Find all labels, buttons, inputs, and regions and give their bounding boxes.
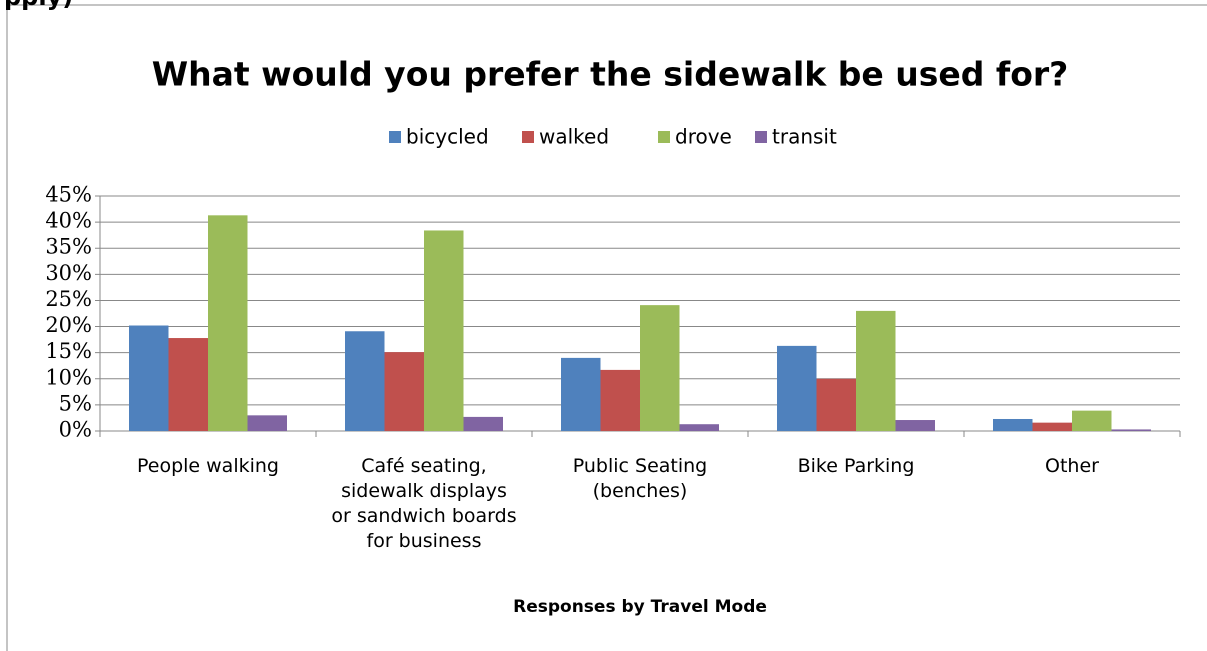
chart-border <box>6 4 1207 651</box>
x-tick-label: Café seating, sidewalk displays or sandw… <box>331 455 517 552</box>
bar <box>777 345 817 431</box>
bar <box>345 331 385 431</box>
bar <box>600 369 640 431</box>
legend-label: walked <box>539 125 609 149</box>
bar <box>1111 429 1151 431</box>
bar <box>463 416 503 431</box>
y-tick-label: 35% <box>45 235 92 259</box>
y-tick-label: 30% <box>45 261 92 285</box>
y-tick-label: 5% <box>59 391 92 415</box>
y-tick-label: 0% <box>59 418 92 442</box>
bar <box>993 418 1033 431</box>
y-tick-label: 40% <box>45 209 92 233</box>
y-tick-label: 15% <box>45 339 92 363</box>
bar <box>1032 422 1072 431</box>
bar <box>208 215 248 431</box>
y-tick-label: 20% <box>45 313 92 337</box>
bar <box>856 310 896 431</box>
legend-label: drove <box>675 125 732 149</box>
legend-label: bicycled <box>406 125 489 149</box>
bar <box>424 230 464 431</box>
bar <box>895 420 935 431</box>
y-tick-label: 45% <box>45 183 92 207</box>
legend-swatch <box>658 131 670 143</box>
chart-title: What would you prefer the sidewalk be us… <box>152 55 1069 94</box>
bar <box>247 415 287 431</box>
legend-swatch <box>522 131 534 143</box>
bar <box>816 378 856 431</box>
legend-label: transit <box>772 125 837 149</box>
x-tick-label: Bike Parking <box>797 455 915 477</box>
bar <box>1072 410 1112 431</box>
bar <box>384 352 424 431</box>
bar <box>640 305 680 431</box>
x-axis-title: Responses by Travel Mode <box>513 597 767 617</box>
bar <box>561 357 601 431</box>
y-tick-label: 10% <box>45 365 92 389</box>
header-fragment: pply) <box>4 0 73 11</box>
x-tick-label: Public Seating (benches) <box>572 455 708 502</box>
x-tick-label: Other <box>1045 455 1099 477</box>
y-tick-label: 25% <box>45 287 92 311</box>
legend-swatch <box>755 131 767 143</box>
legend-swatch <box>389 131 401 143</box>
bar <box>679 424 719 431</box>
bar <box>168 338 208 431</box>
bar <box>129 325 169 431</box>
x-tick-label: People walking <box>136 455 279 477</box>
